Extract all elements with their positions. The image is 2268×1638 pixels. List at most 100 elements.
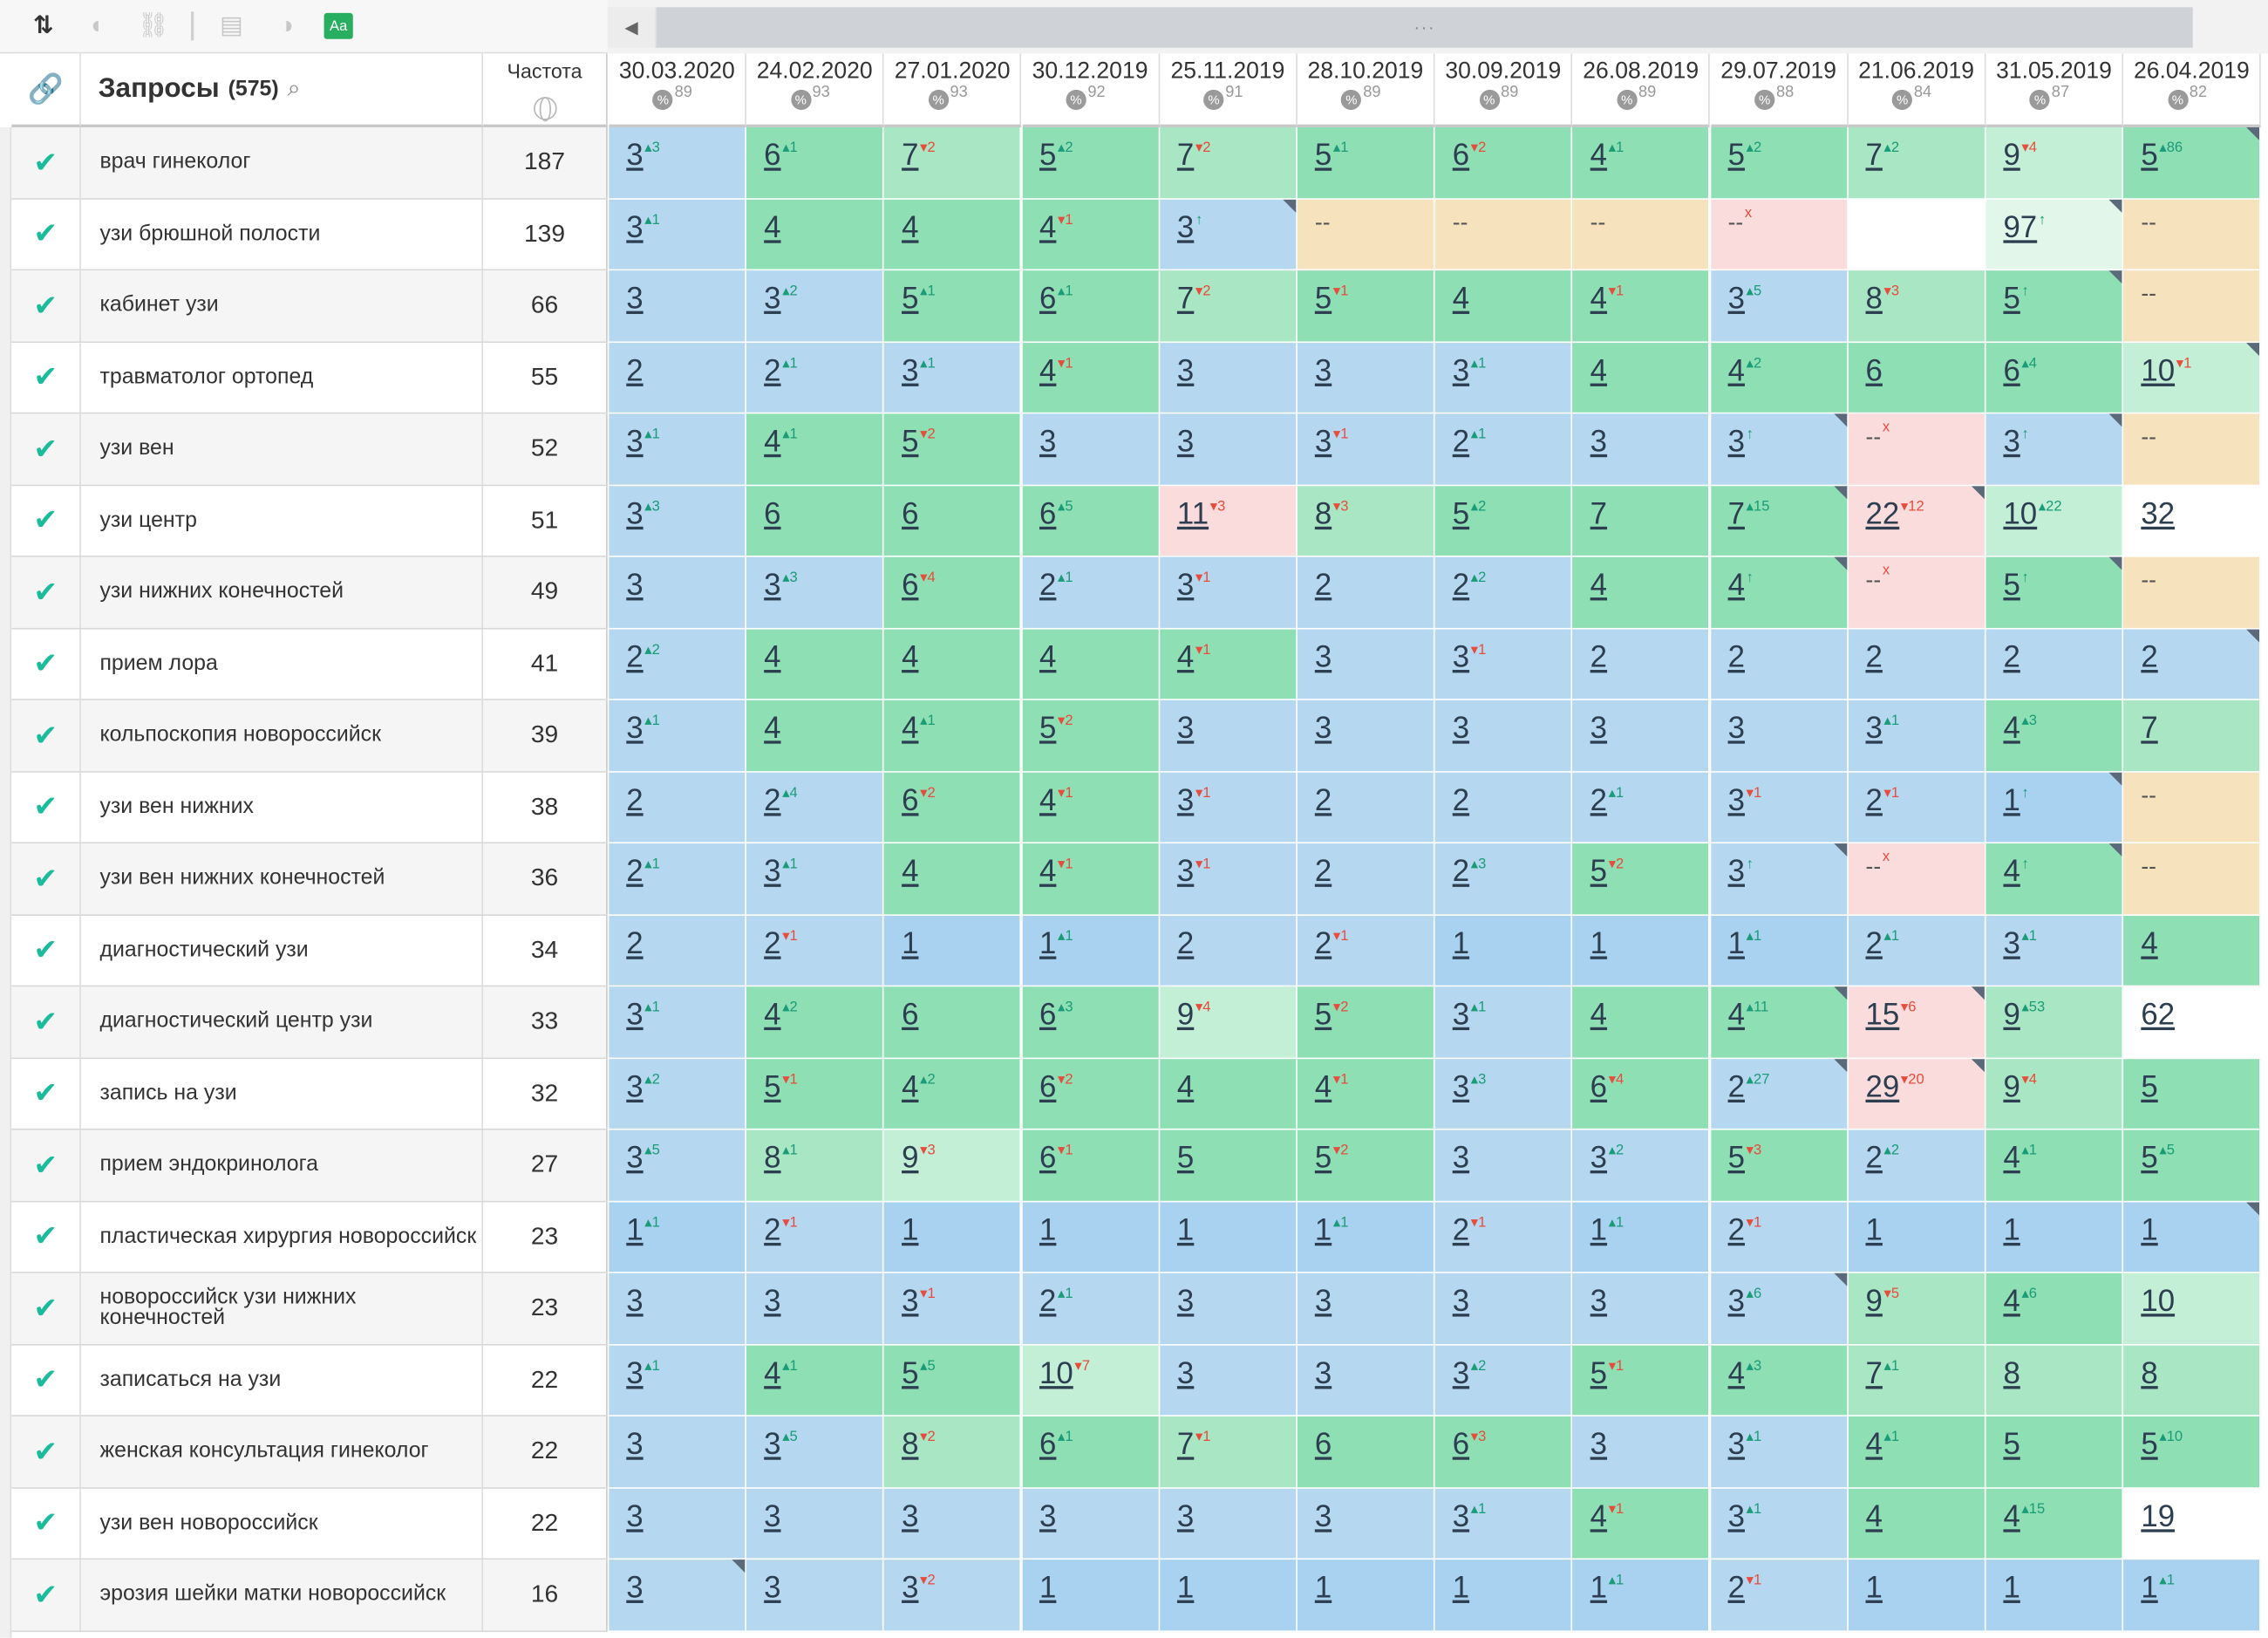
link-header-icon[interactable]: 🔗: [27, 73, 64, 106]
position-value[interactable]: 3: [1727, 425, 1745, 459]
position-cell[interactable]: 4 ▾1: [1572, 1488, 1711, 1560]
position-cell[interactable]: 1: [1985, 1560, 2124, 1632]
position-value[interactable]: 4: [1039, 783, 1057, 817]
query-text[interactable]: узи брюшной полости: [81, 199, 484, 270]
position-cell[interactable]: 3 ▾1: [1160, 556, 1297, 629]
position-value[interactable]: 2: [2141, 640, 2158, 674]
position-cell[interactable]: 4 ▴1: [1985, 1130, 2124, 1202]
position-value[interactable]: 11: [1176, 496, 1209, 530]
position-value[interactable]: 4: [1727, 998, 1745, 1032]
position-value[interactable]: 5: [1452, 496, 1470, 530]
position-cell[interactable]: 5 ▴10: [2123, 1416, 2262, 1489]
position-value[interactable]: 4: [2003, 712, 2020, 746]
position-value[interactable]: 3: [1590, 1141, 1608, 1175]
check-icon[interactable]: ✔: [11, 1201, 81, 1273]
position-value[interactable]: 3: [902, 1499, 919, 1533]
position-cell[interactable]: 4 ▴2: [1710, 342, 1849, 414]
position-cell[interactable]: 3: [609, 1488, 746, 1560]
position-cell[interactable]: 4: [1572, 556, 1711, 629]
position-cell[interactable]: 4 ▴2: [746, 986, 884, 1059]
position-value[interactable]: 4: [1590, 998, 1608, 1032]
position-cell[interactable]: 3 ▾1: [1710, 771, 1849, 844]
position-value[interactable]: 3: [626, 1428, 644, 1462]
position-cell[interactable]: 3: [746, 1273, 884, 1345]
position-cell[interactable]: 4: [1160, 1058, 1297, 1130]
scrollbar-thumb[interactable]: ···: [657, 7, 2193, 48]
horizontal-scrollbar[interactable]: ◀ ···: [607, 0, 2268, 54]
position-value[interactable]: 4: [2003, 1141, 2020, 1175]
position-value[interactable]: 4: [2141, 926, 2158, 960]
position-value[interactable]: --: [2141, 783, 2157, 809]
position-value[interactable]: 3: [1452, 712, 1470, 746]
position-cell[interactable]: 6 ▴5: [1022, 485, 1160, 557]
position-cell[interactable]: 3: [746, 1488, 884, 1560]
position-value[interactable]: 3: [764, 568, 781, 603]
position-value[interactable]: 6: [764, 139, 781, 173]
position-cell[interactable]: [1848, 199, 1986, 271]
position-cell[interactable]: 7 ▴15: [1710, 485, 1849, 557]
position-cell[interactable]: 3 ↑: [1710, 843, 1849, 916]
date-column-header[interactable]: 25.11.2019% 91: [1160, 53, 1297, 127]
position-value[interactable]: 4: [764, 210, 781, 244]
position-value[interactable]: 9: [1176, 998, 1195, 1032]
position-cell[interactable]: 4 ▴1: [746, 1344, 884, 1416]
position-value[interactable]: 2: [1314, 926, 1332, 960]
position-value[interactable]: 5: [1039, 139, 1057, 173]
position-cell[interactable]: 8: [1985, 1344, 2124, 1416]
position-cell[interactable]: 4: [746, 199, 884, 271]
position-cell[interactable]: 5 ▾1: [746, 1058, 884, 1130]
position-value[interactable]: 3: [1452, 1069, 1470, 1103]
position-value[interactable]: 1: [626, 1212, 644, 1247]
position-cell[interactable]: 2 ▾1: [746, 1201, 884, 1273]
position-cell[interactable]: 3: [1160, 342, 1297, 414]
position-value[interactable]: 6: [902, 568, 919, 603]
position-cell[interactable]: 6: [746, 485, 884, 557]
position-value[interactable]: 1: [2003, 1212, 2020, 1247]
position-cell[interactable]: 4 ▾1: [1022, 342, 1160, 414]
position-value[interactable]: 9: [902, 1141, 919, 1175]
position-value[interactable]: 4: [1452, 282, 1470, 316]
position-value[interactable]: 4: [902, 855, 919, 889]
position-value[interactable]: 5: [1727, 1141, 1745, 1175]
position-cell[interactable]: 8 ▴1: [746, 1130, 884, 1202]
position-value[interactable]: 2: [1727, 1069, 1745, 1103]
position-cell[interactable]: 3: [1297, 342, 1435, 414]
position-cell[interactable]: 19: [2123, 1488, 2262, 1560]
position-value[interactable]: 1: [1865, 1212, 1883, 1247]
position-cell[interactable]: 4 ▴2: [884, 1058, 1022, 1130]
position-value[interactable]: 4: [1727, 568, 1745, 603]
queries-column-header[interactable]: Запросы (575) ⌕: [80, 53, 484, 127]
check-icon[interactable]: ✔: [11, 1130, 81, 1200]
position-value[interactable]: 3: [1590, 712, 1608, 746]
position-cell[interactable]: 4 ↑: [1985, 843, 2124, 916]
position-value[interactable]: 4: [1314, 1069, 1332, 1103]
position-cell[interactable]: 8 ▾3: [1297, 485, 1435, 557]
position-cell[interactable]: 3 ▴2: [1434, 1344, 1573, 1416]
position-cell[interactable]: 62: [2123, 986, 2262, 1059]
position-value[interactable]: 15: [1865, 998, 1900, 1032]
position-value[interactable]: 1: [1039, 1571, 1057, 1605]
position-value[interactable]: 6: [1039, 1428, 1057, 1462]
position-cell[interactable]: 4 ▾1: [1297, 1058, 1435, 1130]
position-value[interactable]: 3: [902, 1285, 919, 1319]
position-value[interactable]: 3: [626, 1356, 644, 1390]
position-value[interactable]: 9: [2003, 1069, 2020, 1103]
position-value[interactable]: --: [2141, 210, 2157, 235]
globe-icon[interactable]: [533, 97, 556, 122]
position-value[interactable]: 2: [1727, 640, 1745, 674]
position-value[interactable]: 3: [1176, 210, 1195, 244]
position-value[interactable]: --: [1865, 425, 1882, 450]
position-value[interactable]: 1: [1176, 1212, 1195, 1247]
position-value[interactable]: 4: [1590, 353, 1608, 387]
position-cell[interactable]: 11 ▾3: [1160, 485, 1297, 557]
position-cell[interactable]: 6: [1848, 342, 1986, 414]
position-value[interactable]: 4: [1039, 210, 1057, 244]
position-cell[interactable]: 2: [1848, 628, 1986, 700]
position-value[interactable]: 6: [1039, 1069, 1057, 1103]
position-cell[interactable]: 1: [1022, 1560, 1160, 1632]
position-value[interactable]: 4: [764, 1356, 781, 1390]
check-icon[interactable]: ✔: [11, 1344, 81, 1416]
date-column-header[interactable]: 28.10.2019% 89: [1297, 53, 1435, 127]
position-cell[interactable]: 4 ▴1: [746, 413, 884, 486]
position-cell[interactable]: 3: [1572, 413, 1711, 486]
